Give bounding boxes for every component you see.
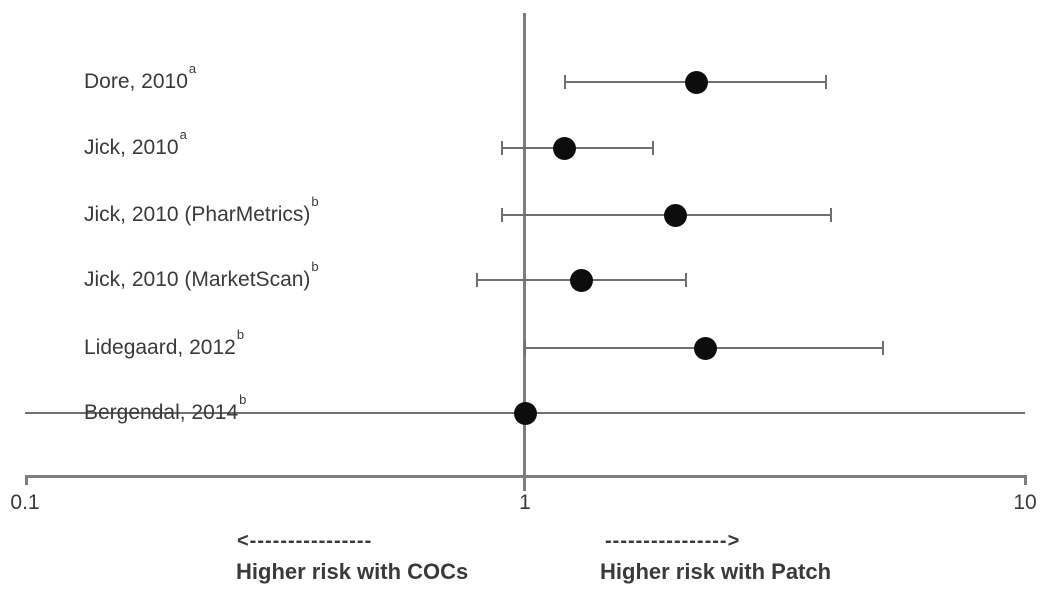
confidence-interval-line — [502, 147, 653, 149]
x-axis-left-tick — [25, 475, 28, 485]
right-direction-arrow: ----------------> — [605, 530, 741, 552]
ci-lower-cap — [475, 273, 478, 287]
ci-lower-cap — [501, 141, 504, 155]
x-axis-tick-label: 10 — [1013, 491, 1037, 514]
study-label: Jick, 2010a — [84, 127, 187, 161]
ci-lower-cap — [524, 341, 526, 355]
footnote-superscript: b — [311, 194, 319, 209]
point-estimate-marker — [513, 401, 537, 425]
study-name-text: Lidegaard, 2012 — [84, 336, 236, 359]
point-estimate-marker — [694, 336, 718, 360]
x-axis-tick-label: 1 — [519, 491, 531, 514]
footnote-superscript: b — [311, 259, 319, 274]
left-direction-label: Higher risk with COCs — [236, 559, 469, 584]
study-label: Jick, 2010 (PharMetrics)b — [84, 194, 319, 228]
study-label: Jick, 2010 (MarketScan)b — [84, 259, 319, 293]
study-name-text: Dore, 2010 — [84, 70, 188, 93]
point-estimate-marker — [664, 203, 687, 227]
study-label: Lidegaard, 2012b — [84, 327, 245, 361]
left-direction-arrow: <---------------- — [237, 530, 373, 552]
ci-upper-cap — [830, 208, 833, 222]
footnote-superscript: b — [236, 327, 245, 342]
study-name-text: Jick, 2010 (PharMetrics) — [84, 203, 311, 226]
footnote-superscript: a — [188, 61, 197, 76]
ci-upper-cap — [685, 273, 688, 287]
footnote-superscript: b — [239, 392, 247, 407]
study-name-text: Bergendal, 2014 — [84, 401, 239, 424]
point-estimate-marker — [570, 268, 594, 292]
right-direction-label: Higher risk with Patch — [600, 559, 832, 584]
x-axis-tick-label: 0.1 — [10, 491, 40, 514]
point-estimate-marker — [553, 136, 577, 160]
x-axis-line — [25, 475, 1027, 478]
study-label: Dore, 2010a — [84, 61, 197, 95]
study-name-text: Jick, 2010 (MarketScan) — [84, 268, 311, 291]
study-name-text: Jick, 2010 — [84, 136, 179, 159]
ci-upper-cap — [825, 75, 828, 89]
reference-line-rr1 — [523, 13, 526, 491]
ci-upper-cap — [651, 141, 654, 155]
x-axis-right-tick — [1024, 475, 1027, 485]
footnote-superscript: a — [179, 127, 187, 142]
study-label: Bergendal, 2014b — [84, 392, 247, 426]
point-estimate-marker — [684, 70, 708, 94]
ci-lower-cap — [501, 208, 504, 222]
ci-lower-cap — [563, 75, 566, 89]
ci-upper-cap — [882, 341, 884, 355]
